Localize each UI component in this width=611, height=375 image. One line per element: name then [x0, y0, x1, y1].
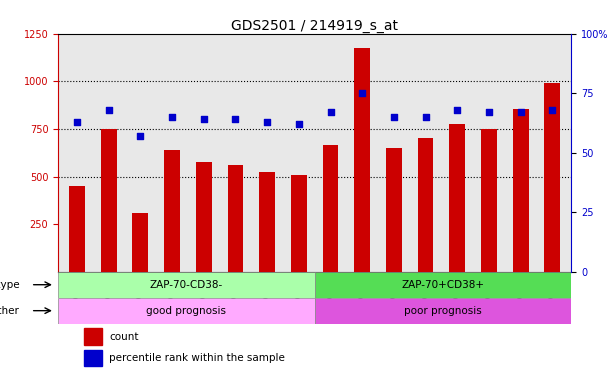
- Bar: [354, 48, 370, 272]
- Point: [199, 116, 209, 122]
- Bar: [84, 328, 101, 345]
- Bar: [323, 145, 338, 272]
- Text: percentile rank within the sample: percentile rank within the sample: [109, 353, 285, 363]
- Text: poor prognosis: poor prognosis: [404, 306, 482, 316]
- Bar: [315, 272, 571, 298]
- Bar: [386, 148, 402, 272]
- Point: [389, 114, 399, 120]
- Point: [547, 107, 557, 113]
- Point: [452, 107, 462, 113]
- Bar: [449, 124, 465, 272]
- Bar: [544, 83, 560, 272]
- Bar: [101, 129, 117, 272]
- Point: [420, 114, 430, 120]
- Bar: [315, 298, 571, 324]
- Bar: [84, 350, 101, 366]
- Bar: [196, 162, 211, 272]
- Bar: [69, 186, 85, 272]
- Title: GDS2501 / 214919_s_at: GDS2501 / 214919_s_at: [231, 19, 398, 33]
- Point: [72, 119, 82, 125]
- Point: [104, 107, 114, 113]
- Bar: [481, 129, 497, 272]
- Bar: [291, 175, 307, 272]
- Bar: [513, 109, 529, 272]
- Point: [326, 109, 335, 115]
- Text: good prognosis: good prognosis: [147, 306, 226, 316]
- Text: cell type: cell type: [0, 280, 20, 290]
- Bar: [418, 138, 433, 272]
- Bar: [133, 213, 148, 272]
- Bar: [58, 272, 315, 298]
- Text: ZAP-70+CD38+: ZAP-70+CD38+: [401, 280, 485, 290]
- Bar: [227, 165, 243, 272]
- Point: [262, 119, 272, 125]
- Point: [484, 109, 494, 115]
- Text: ZAP-70-CD38-: ZAP-70-CD38-: [150, 280, 223, 290]
- Text: count: count: [109, 332, 139, 342]
- Point: [294, 121, 304, 127]
- Bar: [164, 150, 180, 272]
- Point: [136, 133, 145, 139]
- Point: [230, 116, 240, 122]
- Point: [516, 109, 525, 115]
- Point: [167, 114, 177, 120]
- Text: other: other: [0, 306, 20, 316]
- Point: [357, 90, 367, 96]
- Bar: [259, 172, 275, 272]
- Bar: [58, 298, 315, 324]
